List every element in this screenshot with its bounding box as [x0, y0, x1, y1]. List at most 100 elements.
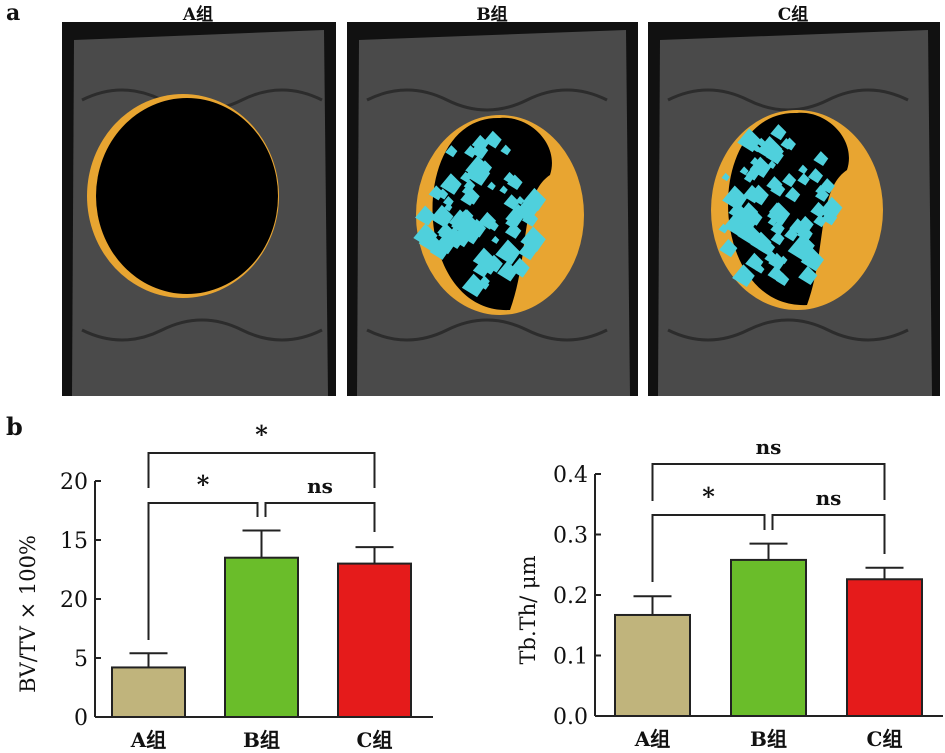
significance-label: *	[197, 470, 210, 499]
x-tick-label: C组	[357, 728, 393, 752]
new-bone-fragment	[515, 196, 525, 205]
new-bone-fragment	[782, 172, 797, 188]
y-tick-label: 0.2	[553, 584, 588, 609]
new-bone-fragment	[722, 185, 748, 211]
new-bone-fragment	[442, 196, 454, 207]
x-tick-label: A组	[634, 727, 671, 751]
bar-c	[337, 562, 412, 718]
new-bone-fragment	[736, 207, 759, 230]
y-tick-label: 20	[60, 470, 88, 495]
new-bone-fragment	[718, 223, 729, 234]
x-tick-label: A组	[130, 728, 167, 752]
new-bone-fragment	[775, 272, 790, 287]
new-bone-fragment	[743, 173, 754, 183]
new-bone-fragment	[766, 142, 784, 160]
new-bone-fragment	[798, 164, 808, 175]
new-bone-fragment	[461, 273, 486, 298]
new-bone-fragment	[821, 209, 838, 226]
y-axis-label: BV/TV × 100%	[16, 535, 40, 693]
new-bone-fragment	[768, 252, 786, 270]
new-bone-fragment	[464, 145, 477, 159]
new-bone-fragment	[509, 257, 530, 278]
new-bone-fragment	[503, 194, 520, 211]
y-tick-label: 0.1	[553, 645, 588, 670]
new-bone-fragment	[434, 233, 456, 255]
bar-a	[111, 666, 186, 719]
bar-b	[730, 558, 807, 717]
new-bone-fragment	[460, 171, 472, 183]
new-bone-fragment	[784, 186, 801, 203]
new-bone-fragment	[504, 222, 522, 239]
new-bone-fragment	[719, 238, 738, 258]
new-bone-fragment	[451, 227, 471, 248]
ct-panel	[347, 22, 638, 396]
bar-c	[846, 578, 923, 718]
y-tick-label: 0.0	[553, 705, 588, 730]
y-tick-label: 15	[60, 529, 88, 554]
new-bone-fragment	[430, 204, 454, 228]
new-bone-fragment	[798, 265, 818, 285]
new-bone-fragment	[770, 181, 786, 197]
ct-panel	[648, 22, 940, 396]
new-bone-fragment	[770, 124, 787, 141]
new-bone-fragment	[440, 173, 462, 195]
suture-line	[667, 88, 909, 342]
new-bone-fragment	[780, 137, 793, 150]
new-bone-fragment	[752, 143, 761, 153]
new-bone-fragment	[471, 134, 489, 152]
new-bone-fragment	[767, 265, 784, 282]
new-bone-fragment	[807, 168, 824, 184]
new-bone-fragment	[728, 202, 747, 220]
new-bone-fragment	[418, 230, 440, 252]
new-bone-fragment	[787, 236, 813, 261]
new-bone-fragment	[764, 250, 779, 265]
new-bone-fragment	[506, 174, 523, 191]
y-tick-label: 20	[60, 588, 88, 613]
ct-panel	[62, 22, 336, 396]
y-tick-label: 5	[74, 647, 88, 672]
new-bone-fragment	[770, 231, 785, 246]
new-bone-fragment	[483, 130, 502, 149]
new-bone-fragment	[820, 196, 843, 219]
significance-label: *	[255, 420, 268, 449]
significance-bracket	[264, 502, 376, 532]
new-bone-fragment	[767, 160, 776, 170]
new-bone-fragment	[813, 151, 829, 166]
panel-a-label: A组	[182, 5, 214, 25]
new-bone-fragment	[520, 226, 546, 253]
defect-hole	[96, 98, 278, 294]
new-bone-fragment	[429, 240, 450, 260]
y-tick-label: 0	[74, 706, 88, 731]
new-bone-fragment	[491, 235, 500, 244]
bar-a	[614, 613, 691, 718]
significance-bracket	[147, 452, 376, 488]
new-bone-fragment	[749, 156, 771, 178]
new-bone-fragment	[778, 255, 788, 265]
micro-ct-images	[62, 22, 940, 396]
new-bone-fragment	[767, 217, 777, 227]
defect-hole	[432, 117, 552, 311]
new-bone-fragment	[770, 221, 785, 236]
significance-label: ns	[307, 474, 333, 498]
new-bone-fragment	[521, 205, 533, 217]
panel-c-label: C组	[777, 5, 809, 25]
new-bone-fragment	[487, 219, 499, 232]
new-bone-fragment	[742, 184, 762, 204]
new-bone-fragment	[755, 264, 765, 274]
significance-label: ns	[756, 435, 782, 459]
new-bone-fragment	[800, 247, 824, 272]
new-bone-fragment	[487, 181, 496, 191]
new-bone-fragment	[472, 247, 495, 270]
bar-b	[224, 556, 299, 719]
x-tick-label: C组	[867, 727, 903, 751]
chart-1: 0 5 20 15 20 BV/TV × 100% A组 B组 C组 * * ns	[16, 420, 433, 752]
part-a-label: a	[6, 0, 21, 26]
new-bone-fragment	[445, 145, 458, 158]
new-bone-fragment	[756, 137, 766, 148]
new-bone-fragment	[784, 227, 799, 242]
new-bone-fragment	[797, 235, 808, 246]
suture-line	[366, 88, 608, 342]
new-bone-fragment	[463, 179, 476, 191]
significance-label: *	[702, 482, 715, 511]
y-axis-label: Tb.Th/ μm	[516, 555, 540, 664]
